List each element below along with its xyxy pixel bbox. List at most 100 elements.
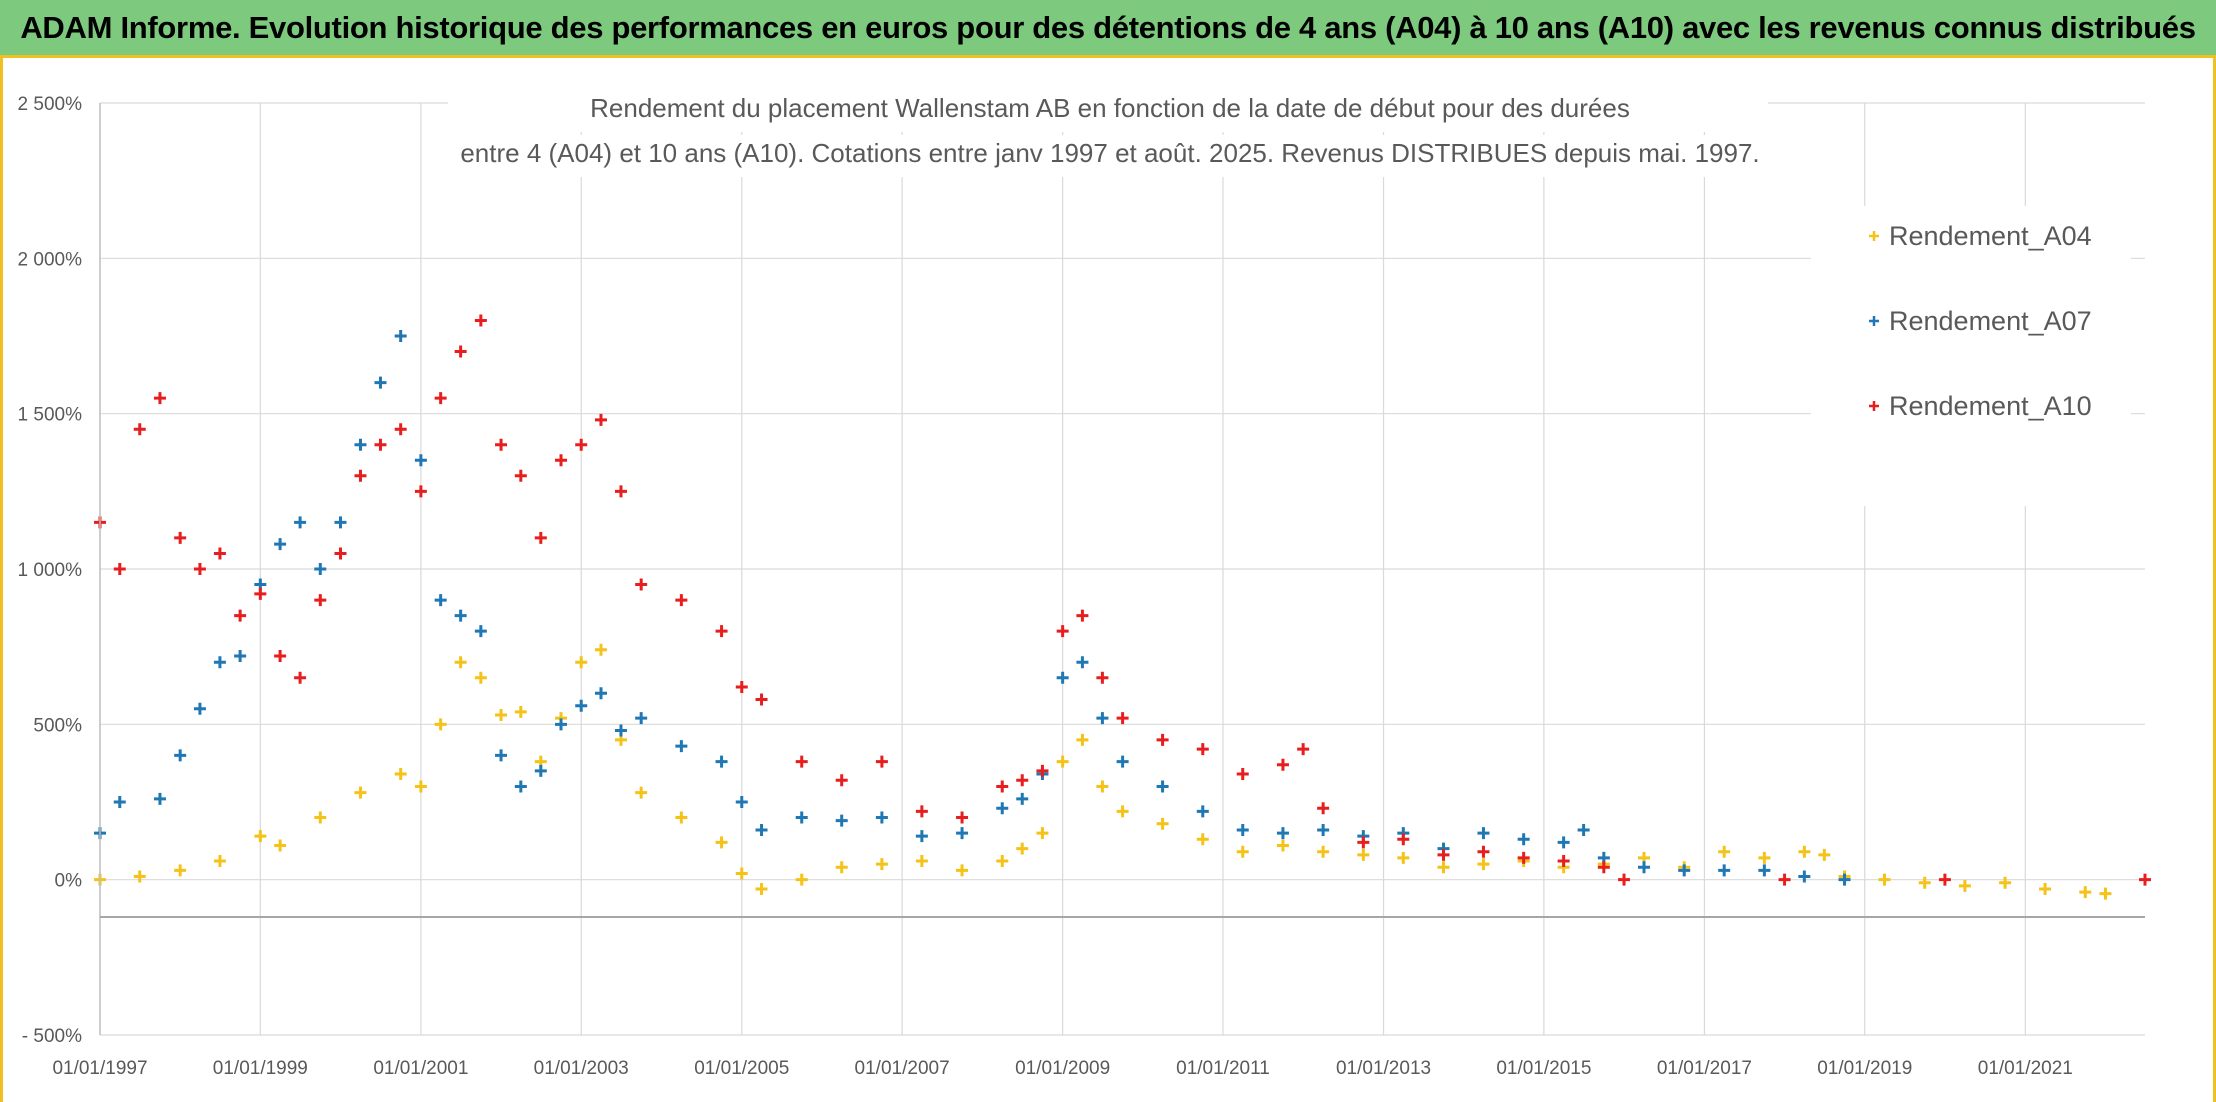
data-point <box>635 712 648 725</box>
data-point <box>635 786 648 799</box>
data-point <box>1016 792 1029 805</box>
chart-frame: - 500% 0% 500% 1 000% 1 500% 2 000% 2 500% 01/0… <box>0 58 2216 1102</box>
data-point <box>735 681 748 694</box>
data-point <box>1437 861 1450 874</box>
data-point <box>1718 864 1731 877</box>
data-point <box>1758 864 1771 877</box>
y-tick-label: 2 500% <box>18 94 83 115</box>
data-point <box>1517 833 1530 846</box>
data-point <box>614 485 627 498</box>
data-point <box>354 469 367 482</box>
x-tick-label: 01/01/2019 <box>1817 1058 1912 1079</box>
legend: Rendement_A04 Rendement_A07 Rendement_A10 <box>1811 206 2131 506</box>
chart-title-line: Rendement du placement Wallenstam AB en … <box>590 93 1630 123</box>
data-point <box>1317 802 1330 815</box>
data-point <box>594 687 607 700</box>
data-point <box>1577 823 1590 836</box>
chart-canvas: - 500% 0% 500% 1 000% 1 500% 2 000% 2 500% 01/0… <box>18 90 2151 1079</box>
data-point <box>1076 733 1089 746</box>
x-tick-label: 01/01/2017 <box>1657 1058 1752 1079</box>
data-point <box>1196 805 1209 818</box>
data-point <box>193 563 206 575</box>
x-tick-label: 01/01/2003 <box>534 1058 629 1079</box>
data-point <box>875 858 888 871</box>
data-point <box>213 656 226 669</box>
data-point <box>153 792 166 805</box>
data-point <box>1999 876 2012 889</box>
data-point <box>514 705 527 718</box>
data-point <box>1918 876 1931 889</box>
data-point <box>875 811 888 824</box>
data-point <box>795 873 808 886</box>
data-point <box>1357 848 1370 861</box>
data-point <box>875 755 888 768</box>
data-point <box>1838 873 1851 886</box>
data-point <box>835 861 848 874</box>
x-tick-label: 01/01/2021 <box>1978 1058 2073 1079</box>
x-tick-label: 01/01/2013 <box>1336 1058 1431 1079</box>
data-point <box>1076 656 1089 669</box>
data-point <box>334 516 347 529</box>
data-point <box>956 811 969 824</box>
data-point <box>1778 873 1791 886</box>
data-point <box>915 805 928 818</box>
data-point <box>1477 858 1490 871</box>
y-tick-label: 0% <box>55 871 83 892</box>
data-point <box>1297 743 1310 756</box>
data-point <box>1638 861 1651 874</box>
data-point <box>274 538 287 551</box>
data-point <box>575 699 588 712</box>
data-point <box>1477 827 1490 840</box>
data-point <box>735 867 748 880</box>
data-point <box>575 656 588 669</box>
data-point <box>2139 873 2151 886</box>
data-point <box>996 802 1009 815</box>
data-point <box>795 755 808 768</box>
data-point <box>675 594 688 607</box>
data-point <box>1276 758 1289 771</box>
data-point <box>715 836 728 849</box>
data-point <box>555 454 568 467</box>
data-point <box>2079 886 2092 899</box>
data-point <box>1036 764 1049 777</box>
axes: - 500% 0% 500% 1 000% 1 500% 2 000% 2 500% 01/0… <box>18 94 2145 1079</box>
data-point <box>174 864 187 877</box>
data-point <box>414 454 427 467</box>
data-point <box>474 671 487 684</box>
legend-marker <box>1869 316 1879 326</box>
data-point <box>274 649 287 662</box>
data-point <box>434 392 447 405</box>
data-point <box>1016 774 1029 787</box>
data-point <box>314 563 327 575</box>
y-tick-label: 2 000% <box>18 249 83 270</box>
legend-background <box>1811 206 2131 506</box>
data-point <box>915 855 928 868</box>
x-tick-label: 01/01/2009 <box>1015 1058 1110 1079</box>
data-point <box>294 516 307 529</box>
data-point <box>314 594 327 607</box>
data-point <box>495 749 508 762</box>
legend-label: Rendement_A10 <box>1889 391 2092 421</box>
data-point <box>213 547 226 560</box>
data-point <box>1517 851 1530 864</box>
data-point <box>1096 780 1109 793</box>
data-point <box>594 643 607 656</box>
data-point <box>174 531 187 544</box>
chart-title-background <box>443 135 1773 177</box>
grid <box>99 102 2145 1036</box>
data-point <box>795 811 808 824</box>
data-point <box>715 755 728 768</box>
data-point <box>254 830 267 843</box>
data-point <box>755 823 768 836</box>
data-point <box>1016 842 1029 855</box>
data-point <box>1196 833 1209 846</box>
data-point <box>1096 671 1109 684</box>
data-point <box>374 376 387 389</box>
y-tick-label: 500% <box>33 715 82 736</box>
data-point <box>1798 845 1811 858</box>
data-point <box>735 796 748 808</box>
data-point <box>1276 827 1289 840</box>
x-tick-label: 01/01/2001 <box>373 1058 468 1079</box>
data-point <box>1116 805 1129 818</box>
data-point <box>1116 712 1129 725</box>
